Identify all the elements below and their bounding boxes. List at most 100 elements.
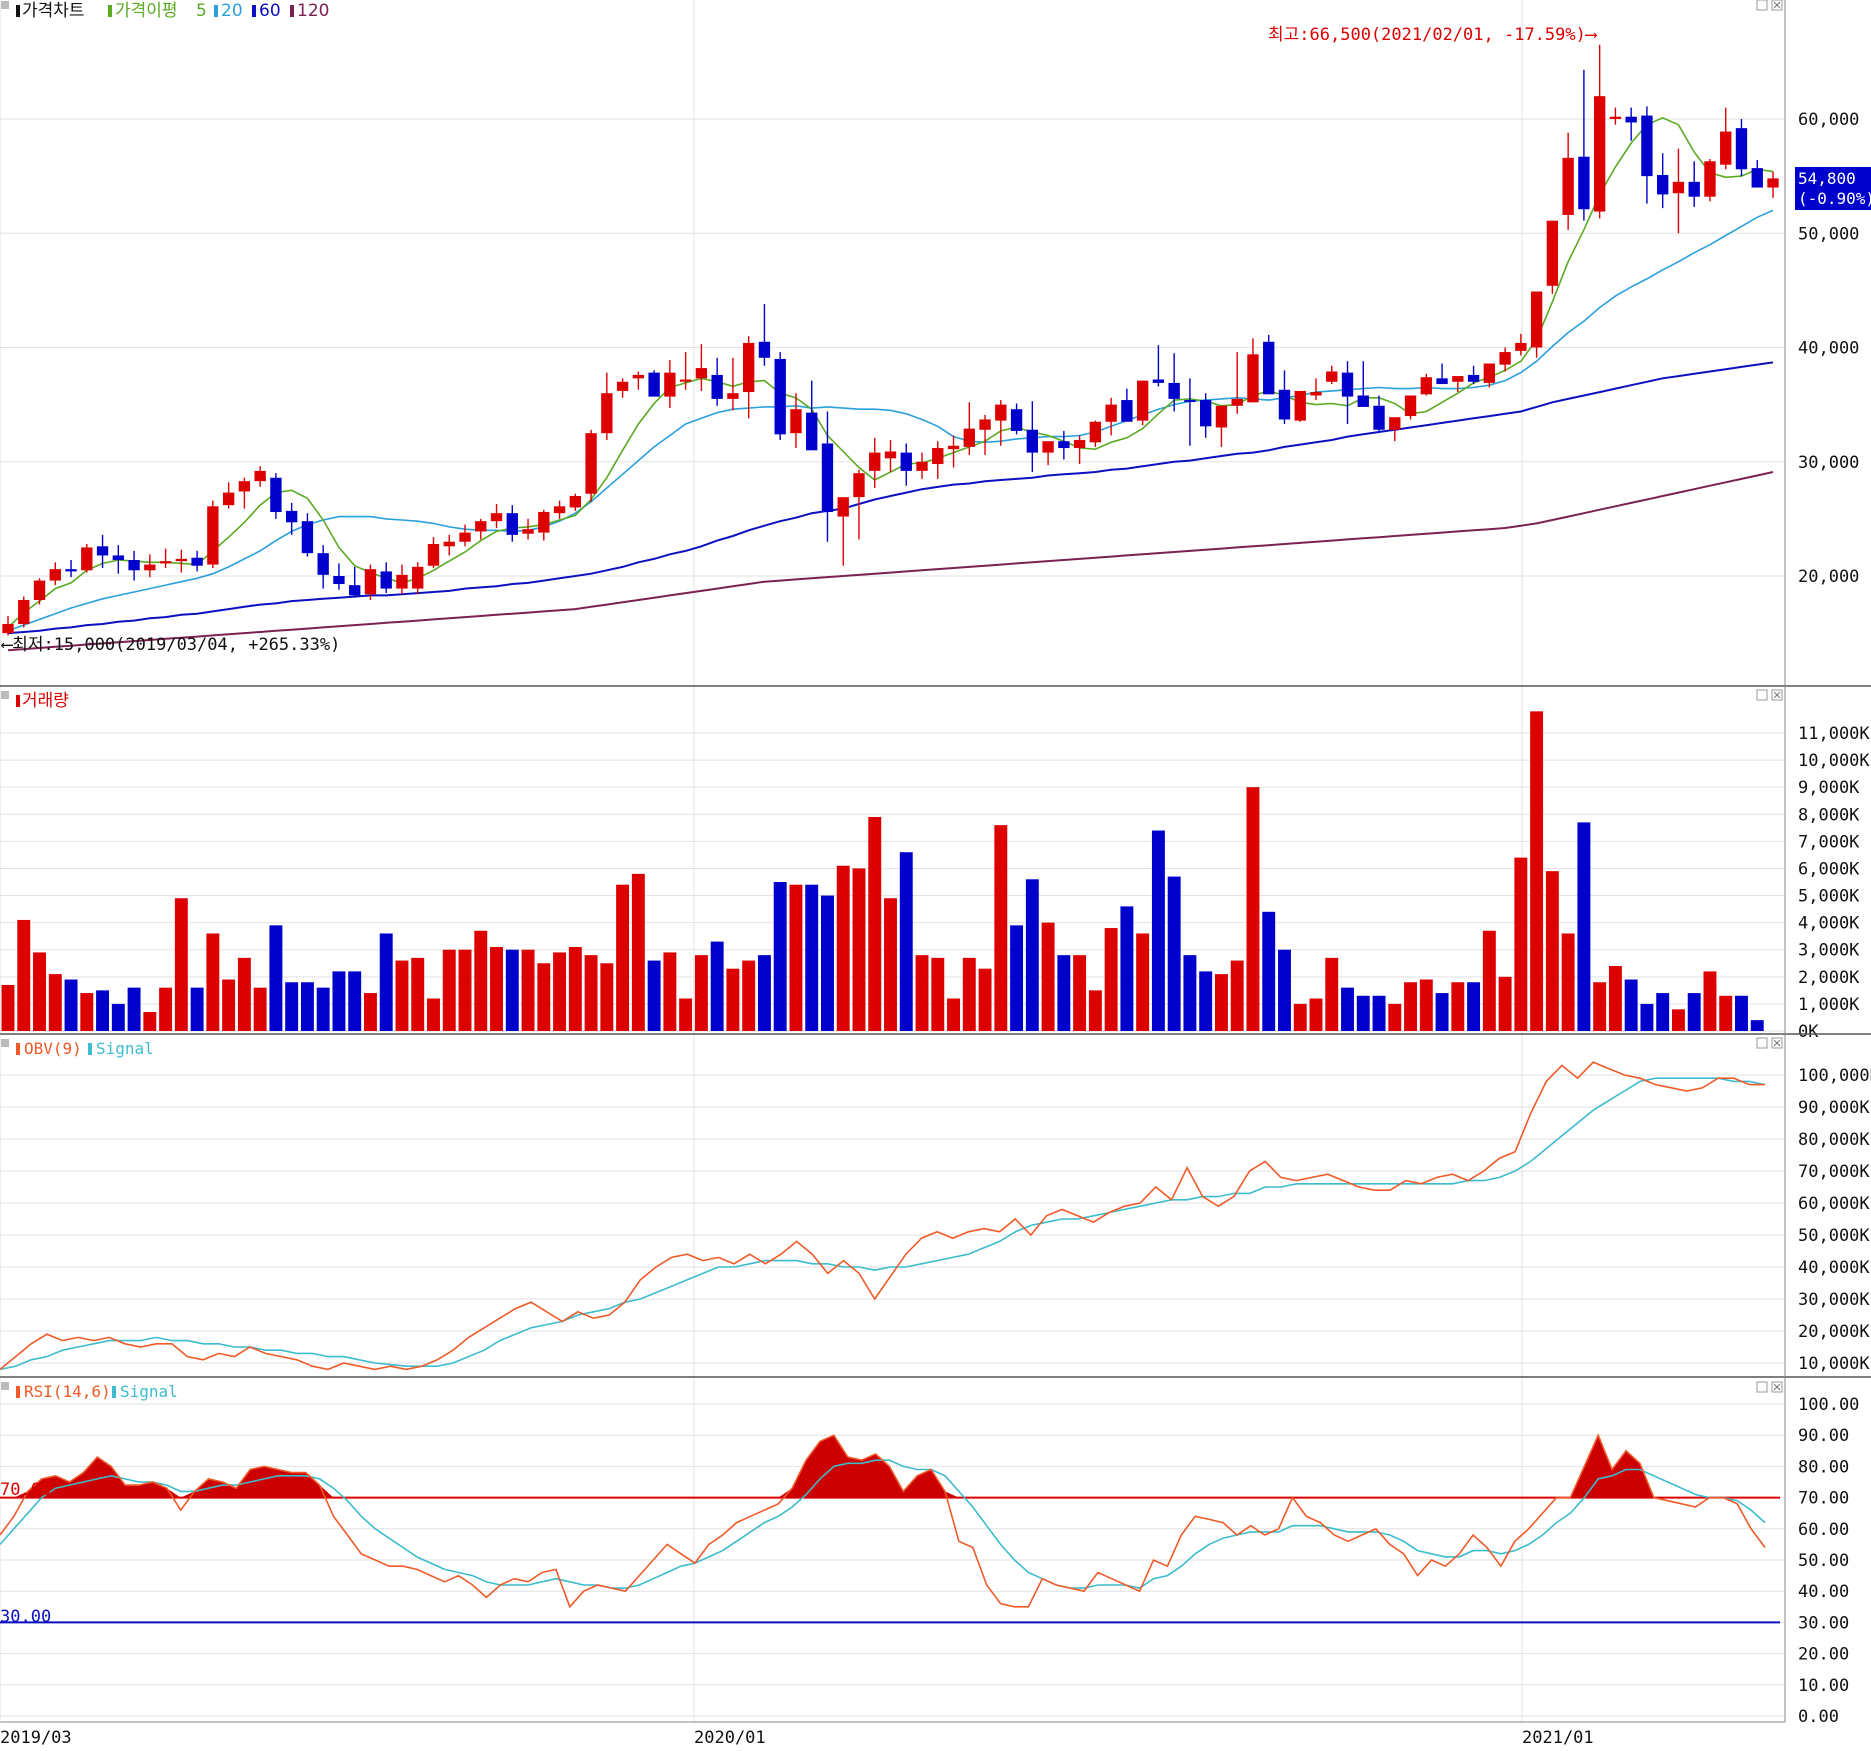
x-label-2019-03: 2019/03 <box>0 1728 72 1747</box>
rsi-y-tick: 10.00 <box>1798 1676 1849 1696</box>
volume-bar <box>521 949 535 1031</box>
volume-bar <box>127 987 141 1031</box>
candle <box>1373 395 1385 433</box>
candle <box>916 452 928 479</box>
volume-bar <box>931 957 945 1031</box>
candle <box>1215 405 1228 447</box>
rsi-panel-controls[interactable] <box>1756 1381 1783 1393</box>
candle <box>1767 171 1779 198</box>
volume-bar <box>1561 933 1575 1031</box>
volume-bar <box>1388 1003 1402 1031</box>
volume-y-tick: 2,000K <box>1798 968 1860 988</box>
candle <box>1026 401 1039 473</box>
volume-bar <box>852 868 866 1031</box>
volume-bar <box>1703 971 1717 1031</box>
volume-bar <box>1419 979 1433 1031</box>
candle <box>333 563 345 590</box>
volume-bar <box>1624 979 1638 1031</box>
volume-bar <box>1136 933 1150 1031</box>
obv-y-tick: 40,000K <box>1798 1258 1870 1278</box>
candle <box>1499 347 1511 372</box>
candle <box>569 493 581 511</box>
current-price-badge <box>1795 167 1871 210</box>
volume-bar <box>190 987 204 1031</box>
volume-bar <box>1372 995 1386 1031</box>
volume-bar <box>1278 949 1291 1031</box>
candle <box>2 615 14 636</box>
price-panel-controls[interactable] <box>1756 0 1783 11</box>
candle <box>49 562 61 586</box>
volume-bar <box>1057 955 1071 1031</box>
candle <box>1578 69 1590 221</box>
candle <box>427 537 440 569</box>
candle <box>1389 417 1401 442</box>
candle <box>1089 420 1102 447</box>
rsi-y-tick: 0.00 <box>1798 1707 1839 1727</box>
volume-bar <box>64 979 78 1031</box>
candle <box>664 360 676 409</box>
high-price-note: 최고:66,500(2021/02/01, -17.59%)⟶ <box>1268 25 1598 45</box>
volume-bar <box>1593 982 1607 1031</box>
candle <box>853 469 865 540</box>
volume-bar <box>1309 998 1323 1031</box>
rsi-y-tick: 50.00 <box>1798 1551 1849 1571</box>
volume-bar <box>174 898 188 1031</box>
volume-bar <box>1467 982 1481 1031</box>
volume-bar <box>773 882 787 1031</box>
candle <box>364 564 377 600</box>
candle <box>963 402 975 455</box>
candle <box>65 560 77 578</box>
volume-bar <box>1530 711 1544 1031</box>
volume-bar <box>742 960 756 1031</box>
candle <box>947 435 960 468</box>
volume-bar <box>962 957 976 1031</box>
rsi-panel-title: RSI(14,6) <box>24 1382 111 1401</box>
volume-bar <box>568 947 582 1031</box>
volume-bar <box>584 955 598 1031</box>
obv-y-tick: 30,000K <box>1798 1290 1870 1310</box>
candle <box>301 513 314 557</box>
volume-bar <box>222 979 236 1031</box>
obv-y-tick: 60,000K <box>1798 1194 1870 1214</box>
volume-bar <box>1341 987 1354 1031</box>
obv-panel-controls[interactable] <box>1756 1037 1783 1049</box>
rsi-y-tick: 90.00 <box>1798 1426 1849 1446</box>
rsi-y-tick: 60.00 <box>1798 1520 1849 1540</box>
volume-bar <box>1167 876 1181 1031</box>
obv-y-tick: 70,000K <box>1798 1162 1870 1182</box>
obv-y-tick: 100,000K <box>1798 1066 1871 1086</box>
volume-bar <box>1482 930 1496 1031</box>
volume-bar <box>159 987 173 1031</box>
volume-bar <box>80 993 94 1031</box>
price-y-tick: 30,000 <box>1798 453 1859 473</box>
candle <box>1735 119 1748 177</box>
volume-bar <box>616 884 630 1031</box>
candle <box>18 596 30 628</box>
volume-bar <box>994 825 1008 1031</box>
volume-bar <box>363 993 377 1031</box>
volume-bar <box>978 968 992 1031</box>
candle <box>1404 395 1417 420</box>
candle <box>553 500 566 519</box>
volume-y-tick: 4,000K <box>1798 914 1860 934</box>
price-y-tick: 50,000 <box>1798 224 1859 244</box>
candle <box>790 393 802 449</box>
volume-bar <box>1199 971 1213 1031</box>
volume-bar <box>111 1003 125 1031</box>
candle <box>1073 435 1086 465</box>
candle <box>159 548 172 569</box>
volume-bar <box>316 987 330 1031</box>
volume-bar <box>1750 1020 1764 1031</box>
candle <box>758 304 771 366</box>
volume-panel-controls[interactable] <box>1756 689 1783 701</box>
volume-bar <box>427 998 440 1031</box>
volume-bar <box>1719 995 1733 1031</box>
obv-y-tick: 50,000K <box>1798 1226 1870 1246</box>
volume-bar <box>474 930 488 1031</box>
candle <box>112 545 124 574</box>
ma20-legend: 20 <box>221 1 243 21</box>
volume-bar <box>1656 993 1670 1031</box>
candle <box>475 518 487 540</box>
candle <box>1136 380 1149 426</box>
volume-bar <box>206 933 220 1031</box>
